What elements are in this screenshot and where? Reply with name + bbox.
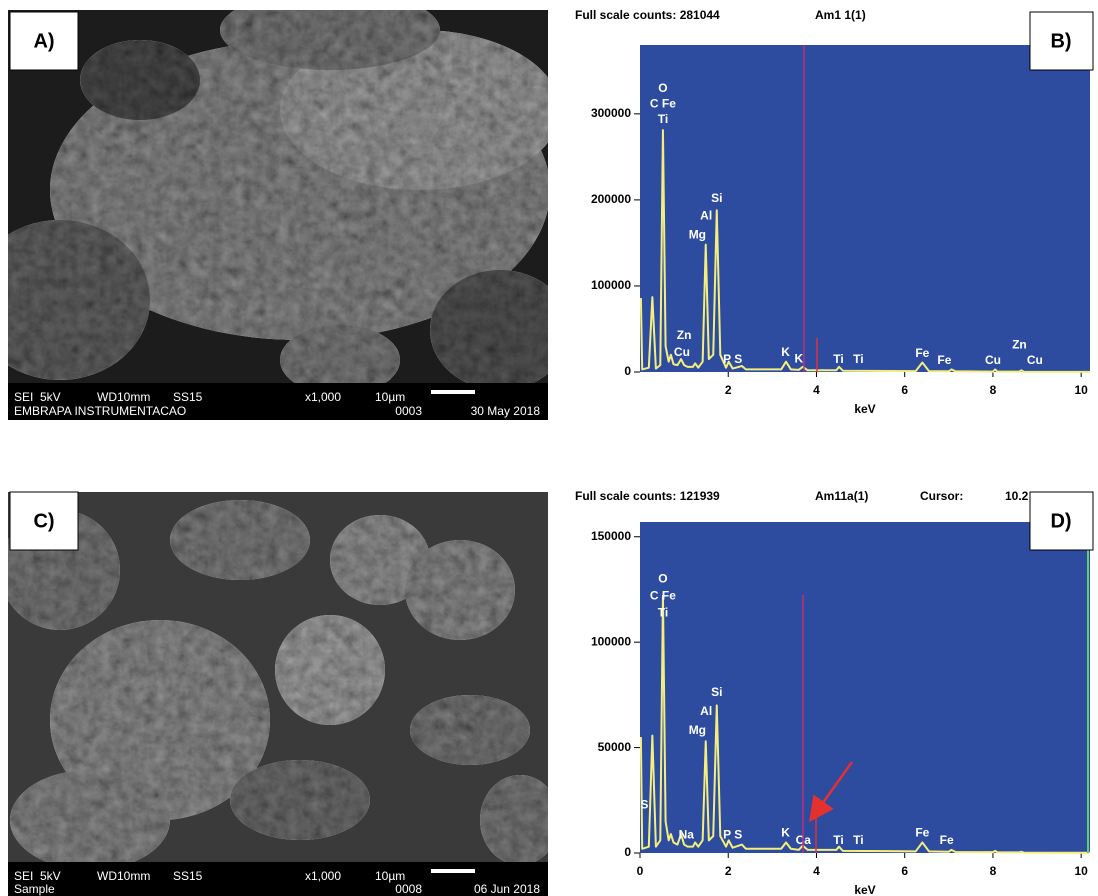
x-axis-title: keV [854, 402, 875, 416]
sem-image [0, 0, 570, 395]
element-label: K [781, 345, 790, 359]
element-label: Si [711, 685, 722, 699]
x-tick-label: 4 [813, 864, 820, 878]
element-label: P S [723, 352, 742, 366]
y-tick-label: 100000 [591, 634, 631, 648]
element-label: Zn [1012, 337, 1027, 351]
x-tick-label: 6 [901, 864, 908, 878]
figure: Full scale counts: 281044Am1 1(1)0100000… [0, 0, 1098, 896]
x-tick-label: 10 [1074, 864, 1088, 878]
y-tick-label: 150000 [591, 529, 631, 543]
element-label: Zn [677, 328, 692, 342]
element-label: K [781, 825, 790, 839]
element-label: Ti [833, 833, 843, 847]
info-text: 5kV [40, 869, 61, 883]
x-tick-label: 10 [1074, 383, 1088, 397]
sem-image [0, 492, 560, 870]
info-text: 5kV [40, 390, 61, 404]
chart-header: Full scale counts: 281044 [575, 8, 720, 22]
panel-label: B) [1050, 30, 1071, 52]
x-tick-label: 0 [637, 864, 644, 878]
info-text: WD10mm [97, 869, 150, 883]
info-text: SS15 [173, 390, 203, 404]
element-label: C Fe [650, 589, 676, 603]
y-tick-label: 0 [624, 364, 631, 378]
element-label: Fe [937, 353, 951, 367]
panel-label: C) [33, 510, 54, 532]
element-label: Fe [940, 833, 954, 847]
element-label: Al [700, 208, 712, 222]
element-label: O [658, 81, 667, 95]
element-label: Ti [658, 605, 668, 619]
element-label: Ti [853, 833, 863, 847]
element-label: Mg [689, 227, 706, 241]
element-label: Ti [658, 112, 668, 126]
element-label: S [640, 798, 648, 812]
info-text: 10µm [375, 390, 405, 404]
info-text: WD10mm [97, 390, 150, 404]
y-tick-label: 100000 [591, 278, 631, 292]
chart-header: Full scale counts: 121939 [575, 489, 720, 503]
image-date: 30 May 2018 [471, 404, 541, 418]
chart-header: 10.2 [1005, 489, 1029, 503]
info-text: x1,000 [305, 390, 341, 404]
element-label: C Fe [650, 97, 676, 111]
image-number: 0008 [395, 882, 422, 896]
element-label: Ti [833, 352, 843, 366]
charts: Full scale counts: 281044 Am1 1(1) 0 100000… [575, 8, 1090, 896]
info-text: SS15 [173, 869, 203, 883]
x-tick-label: 6 [901, 383, 908, 397]
x-tick-label: 8 [990, 864, 997, 878]
element-label: Cu [985, 353, 1001, 367]
page: {"panels":[ {"label":"A)","image":{"info… [0, 0, 1098, 896]
scale-bar [431, 390, 475, 394]
x-tick-label: 4 [813, 383, 820, 397]
y-tick-label: 50000 [598, 740, 632, 754]
y-tick-label: 300000 [591, 106, 631, 120]
chart-header: Cursor: [920, 489, 963, 503]
eds-chart: Full scale counts: 121939 Am11a(1) Cursor:… [575, 489, 1090, 896]
chart-header: Am11a(1) [815, 489, 868, 503]
element-label: Cu [674, 345, 690, 359]
x-axis-title: keV [854, 883, 875, 896]
sample-text: Sample [14, 882, 55, 896]
y-tick-label: 200000 [591, 192, 631, 206]
x-tick-label: 2 [725, 383, 732, 397]
info-text: SEI [14, 869, 33, 883]
element-label: Al [700, 704, 712, 718]
element-label: Cu [1027, 353, 1043, 367]
element-label: Mg [689, 723, 706, 737]
scale-bar [431, 869, 475, 873]
info-text: 10µm [375, 869, 405, 883]
image-date: 06 Jun 2018 [474, 882, 540, 896]
element-label: P S [723, 827, 742, 841]
element-label: Si [711, 191, 722, 205]
image-number: 0003 [395, 404, 422, 418]
element-label: Fe [915, 825, 929, 839]
element-label: Na [679, 827, 695, 841]
info-bar [8, 862, 548, 896]
panel-label: A) [33, 30, 54, 52]
element-label: K [794, 351, 803, 365]
element-label: Ti [853, 352, 863, 366]
x-tick-label: 8 [990, 383, 997, 397]
info-text: SEI [14, 390, 33, 404]
chart-header: Am1 1(1) [815, 8, 866, 22]
y-tick-label: 0 [624, 845, 631, 859]
element-label: O [658, 572, 667, 586]
element-label: Fe [915, 346, 929, 360]
panel-label: D) [1050, 510, 1071, 532]
x-tick-label: 2 [725, 864, 732, 878]
info-text: x1,000 [305, 869, 341, 883]
sample-text: EMBRAPA INSTRUMENTACAO [14, 404, 186, 418]
eds-chart: Full scale counts: 281044 Am1 1(1) 0 100000… [575, 8, 1090, 416]
